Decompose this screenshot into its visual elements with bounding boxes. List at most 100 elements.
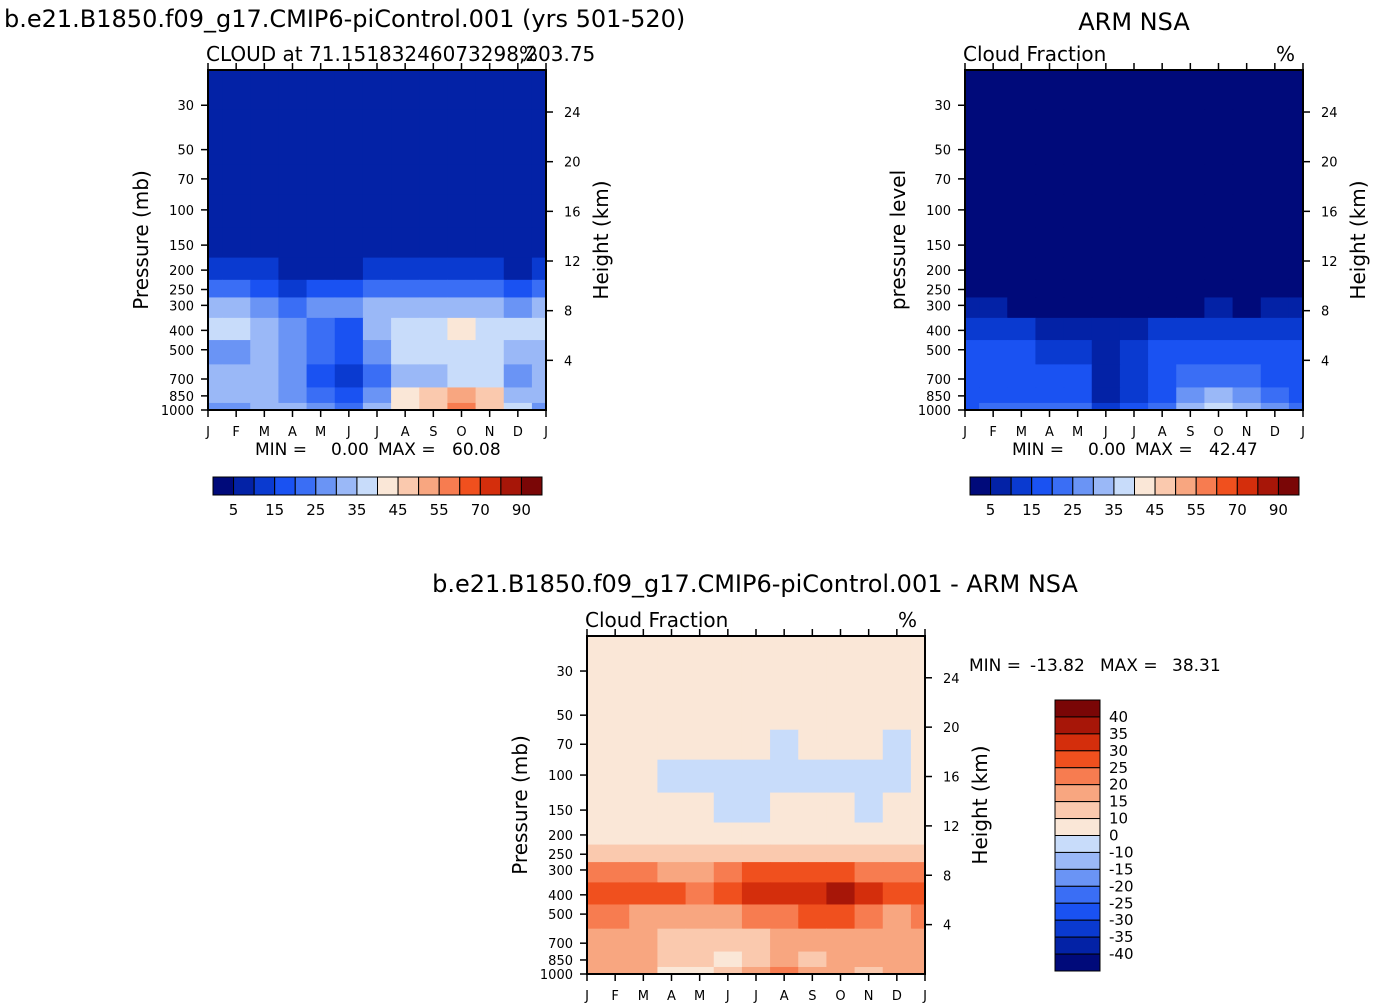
heat-cell	[1035, 364, 1065, 389]
heat-cell	[713, 759, 743, 794]
heat-cell	[447, 297, 477, 319]
heat-cell	[503, 387, 533, 404]
panel-units: %	[1276, 42, 1295, 66]
heat-cell	[475, 109, 505, 165]
y-tick-label: 850	[548, 954, 573, 969]
heat-cell	[1260, 194, 1290, 229]
heat-cell	[1007, 164, 1037, 195]
colorbar-swatch	[479, 476, 502, 496]
x-tick-label: J	[962, 425, 967, 440]
heat-cell	[965, 164, 980, 195]
heat-cell	[1176, 227, 1206, 259]
heat-cell	[882, 759, 912, 794]
heat-cell	[1119, 164, 1149, 195]
heat-cell	[1260, 364, 1290, 389]
heat-cell	[447, 194, 477, 229]
heat-cell	[531, 387, 547, 404]
heat-cell	[910, 862, 926, 884]
colorbar-swatch	[1216, 476, 1238, 496]
heat-cell	[306, 164, 336, 195]
heat-cell	[685, 675, 715, 731]
heat-cell	[882, 951, 912, 968]
heat-cell	[362, 227, 392, 259]
x-tick-label: A	[401, 425, 410, 440]
heat-cell	[334, 340, 364, 365]
heat-cell	[1260, 402, 1290, 411]
y-right-tick-label: 20	[1321, 156, 1338, 171]
heat-cell	[1063, 340, 1093, 365]
heat-cell	[1288, 109, 1304, 165]
heat-cell	[447, 257, 477, 281]
heat-cell	[475, 257, 505, 281]
heat-cell	[475, 70, 505, 111]
y-tick-label: 500	[926, 344, 951, 359]
y-right-tick-label: 4	[1321, 354, 1329, 369]
colorbar-swatch	[1154, 476, 1177, 496]
y-tick-label: 1000	[540, 968, 573, 983]
heat-cell	[531, 70, 547, 111]
heat-cell	[1148, 279, 1177, 299]
heat-cell	[447, 109, 477, 165]
colorbar-label: -10	[1109, 843, 1134, 861]
heat-cell	[1260, 340, 1290, 365]
heat-cell	[601, 966, 630, 975]
heat-cell	[910, 759, 926, 794]
colorbar-swatch	[1257, 476, 1279, 496]
heat-cell	[1232, 257, 1262, 281]
heat-cell	[1035, 340, 1065, 365]
y-tick-label: 50	[934, 144, 951, 159]
heat-cell	[629, 928, 659, 953]
heat-cell	[1035, 257, 1065, 281]
heat-cell	[826, 904, 856, 930]
heat-cell	[1063, 364, 1093, 389]
y-tick-label: 100	[926, 204, 951, 219]
heat-cell	[910, 792, 926, 824]
heat-cell	[629, 882, 659, 906]
heat-cell	[657, 862, 687, 884]
heat-cell	[713, 675, 743, 731]
heat-cell	[770, 675, 799, 731]
heat-cell	[910, 882, 926, 906]
heat-cell	[1176, 387, 1206, 404]
colorbar-label: 0	[1109, 827, 1119, 845]
heat-cell	[306, 194, 336, 229]
y-tick-label: 300	[169, 299, 194, 314]
heat-cell	[250, 164, 280, 195]
x-tick-label: J	[1131, 425, 1136, 440]
heat-cell	[475, 387, 505, 404]
heat-cell	[419, 70, 449, 111]
heat-cell	[306, 257, 336, 281]
heat-cell	[334, 297, 364, 319]
heat-cell	[1091, 364, 1121, 389]
heat-cell	[222, 387, 251, 404]
heat-cell	[685, 729, 715, 761]
heat-cell	[306, 402, 336, 411]
heat-cell	[798, 951, 828, 968]
colorbar-swatch	[1054, 953, 1101, 972]
heat-cell	[391, 387, 420, 404]
colorbar-swatch	[1054, 716, 1101, 735]
heat-cell	[1260, 317, 1290, 341]
heat-cell	[419, 317, 449, 341]
heat-cell	[391, 227, 420, 259]
heat-cell	[475, 402, 505, 411]
colorbar-swatch	[1054, 733, 1101, 752]
heat-cell	[1035, 279, 1065, 299]
heat-cell	[741, 844, 771, 863]
heat-cell	[1091, 194, 1121, 229]
heat-cell	[1232, 402, 1262, 411]
heat-cell	[419, 340, 449, 365]
heat-cell	[503, 227, 533, 259]
colorbar-label: 5	[229, 501, 239, 519]
heat-cell	[362, 364, 392, 389]
heat-cell	[910, 928, 926, 953]
x-tick-label: S	[429, 425, 437, 440]
y-tick-label: 70	[556, 738, 573, 753]
heat-cell	[601, 729, 630, 761]
stats-max-value: 38.31	[1172, 656, 1221, 676]
heat-cell	[1035, 164, 1065, 195]
heat-cell	[362, 279, 392, 299]
heat-cell	[798, 675, 828, 731]
heat-cell	[531, 297, 547, 319]
